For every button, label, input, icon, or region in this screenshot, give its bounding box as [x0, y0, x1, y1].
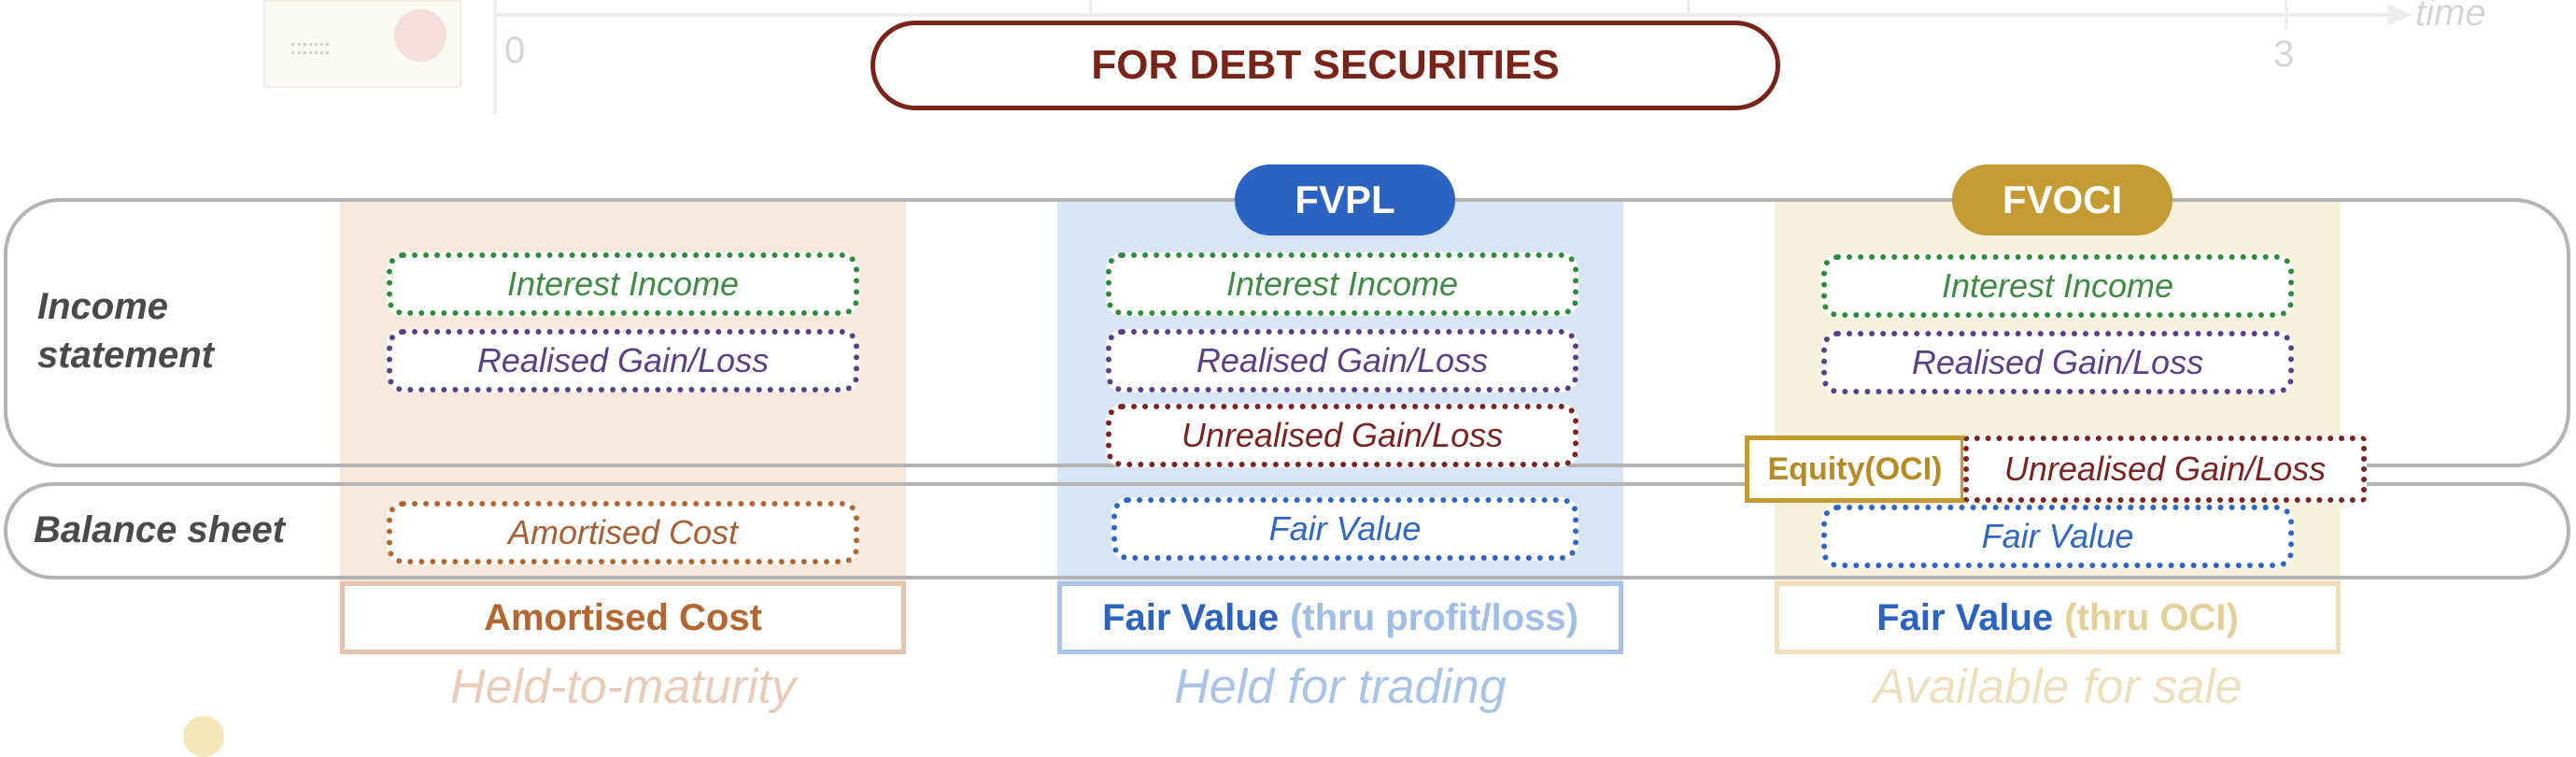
timeline-tick: [1687, 0, 1690, 15]
fair-value-fvpl: Fair Value: [1111, 497, 1578, 561]
interest-income-amortised: Interest Income: [387, 252, 859, 316]
interest-income-fvoci: Interest Income: [1821, 254, 2294, 318]
timeline-tick: [1089, 0, 1092, 15]
timeline-tick-end: 3: [2273, 34, 2295, 75]
realised-gain-loss-fvpl: Realised Gain/Loss: [1106, 329, 1578, 393]
method-sub-fvoci: (thru OCI): [2064, 596, 2239, 638]
category-held-to-maturity: Held-to-maturity: [450, 660, 796, 714]
faded-timeline: 0 3 time: [0, 0, 2576, 121]
timeline-axis-label: time: [2415, 0, 2486, 34]
certificate-icon: [263, 0, 461, 88]
row-label-balance: Balance sheet: [34, 509, 286, 550]
arrow-right-icon: [2387, 4, 2412, 26]
row-label-income: Income statement: [37, 286, 214, 376]
unrealised-gain-loss-fvoci: Unrealised Gain/Loss: [1963, 436, 2367, 503]
category-available-for-sale: Available for sale: [1873, 660, 2243, 714]
faded-circle-decoration: [183, 716, 224, 757]
method-main-fvoci: Fair Value: [1876, 596, 2054, 638]
method-amortised-cost: Amortised Cost: [340, 581, 906, 654]
fvpl-badge: FVPL: [1235, 164, 1455, 236]
method-fvpl: Fair Value (thru profit/loss): [1057, 581, 1623, 654]
page-title: FOR DEBT SECURITIES: [1091, 42, 1560, 88]
title-pill: FOR DEBT SECURITIES: [870, 21, 1780, 110]
realised-gain-loss-fvoci: Realised Gain/Loss: [1821, 331, 2294, 394]
timeline-tick: [2285, 0, 2287, 30]
amortised-cost-balance: Amortised Cost: [387, 501, 859, 564]
realised-gain-loss-amortised: Realised Gain/Loss: [387, 329, 859, 393]
equity-oci-label: Equity(OCI): [1745, 436, 1965, 503]
timeline-tick-start: 0: [504, 30, 526, 71]
interest-income-fvpl: Interest Income: [1106, 252, 1578, 316]
timeline-axis-line: [495, 13, 2391, 17]
unrealised-gain-loss-fvpl: Unrealised Gain/Loss: [1106, 404, 1578, 467]
method-sub-fvpl: (thru profit/loss): [1290, 596, 1578, 638]
category-held-for-trading: Held for trading: [1174, 660, 1507, 714]
fair-value-fvoci: Fair Value: [1821, 505, 2294, 568]
balance-sheet-frame: [4, 482, 2570, 579]
method-fvoci: Fair Value (thru OCI): [1775, 581, 2341, 654]
equity-oci-text: Equity(OCI): [1767, 450, 1943, 487]
method-main-fvpl: Fair Value: [1102, 596, 1280, 638]
timeline-axis: [493, 0, 497, 114]
fvoci-badge: FVOCI: [1952, 164, 2173, 236]
method-main-amortised: Amortised Cost: [484, 596, 762, 638]
